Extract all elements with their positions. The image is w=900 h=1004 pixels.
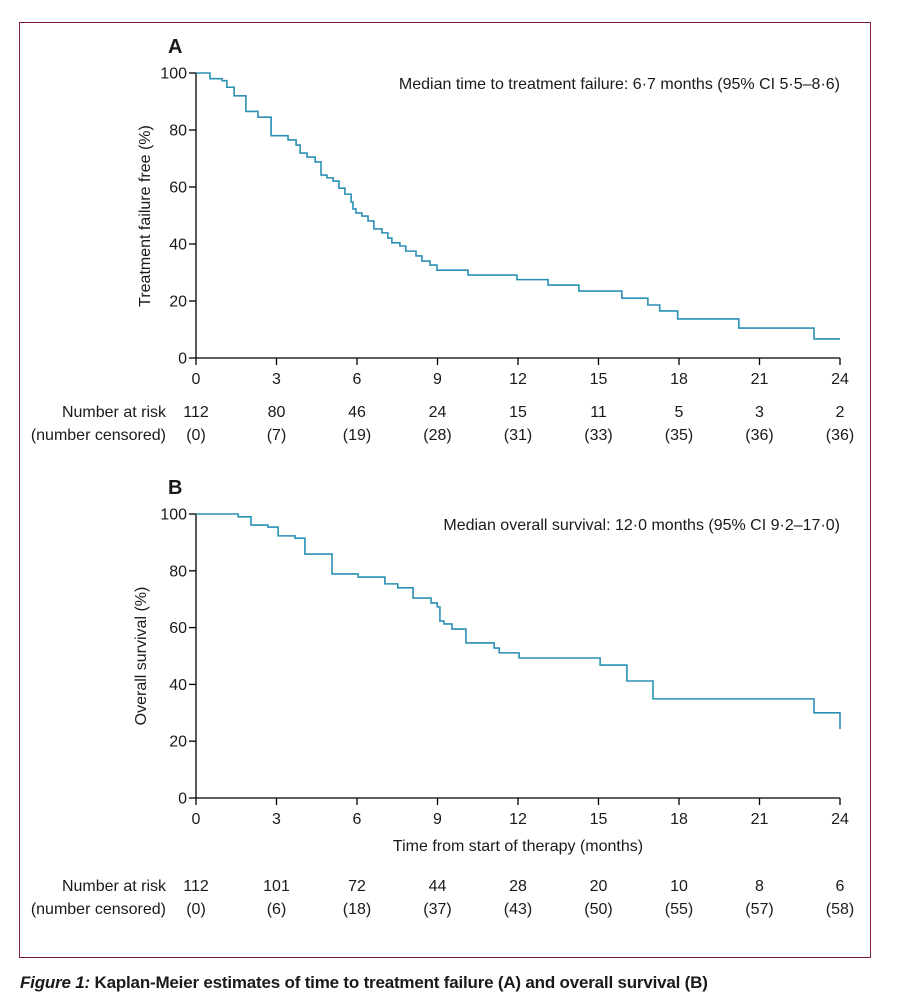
panel-b-x-tick-label: 0: [192, 811, 201, 828]
panel-b-censored-value: (18): [343, 901, 371, 918]
panel-a-treatment-failure: A Median time to treatment failure: 6·7 …: [31, 36, 854, 444]
panel-b-overall-survival: B Median overall survival: 12·0 months (…: [31, 477, 854, 918]
panel-a-at-risk-value: 5: [675, 404, 684, 421]
figure-caption: Figure 1: Kaplan-Meier estimates of time…: [20, 973, 708, 993]
panel-b-at-risk-value: 8: [755, 878, 764, 895]
panel-b-axes: 0 20 40 60 80 100 0 3 6 9 12 15 18 21 24: [160, 507, 849, 829]
panel-b-risk-table: Number at risk (number censored) 112 (0) 1…: [31, 878, 854, 918]
panel-b-censored-value: (50): [584, 901, 612, 918]
panel-b-y-tick-label: 100: [160, 507, 187, 524]
panel-b-at-risk-value: 72: [348, 878, 366, 895]
panel-a-y-tick-label: 0: [178, 351, 187, 368]
figure-number: Figure 1:: [20, 973, 90, 992]
panel-a-y-axis-title: Treatment failure free (%): [137, 125, 154, 307]
panel-b-at-risk-value: 6: [836, 878, 845, 895]
panel-b-km-curve: [196, 513, 841, 729]
panel-a-x-tick-label: 15: [590, 371, 608, 388]
panel-b-x-tick-label: 18: [670, 811, 688, 828]
panel-a-censored-value: (0): [186, 427, 206, 444]
panel-b-at-risk-value: 112: [183, 878, 209, 895]
panel-a-at-risk-value: 46: [348, 404, 366, 421]
panel-b-x-tick-label: 24: [831, 811, 849, 828]
panel-a-censored-value: (28): [423, 427, 451, 444]
panel-b-x-tick-label: 3: [272, 811, 281, 828]
panel-b-curve-group: [196, 513, 841, 729]
panel-a-label: A: [168, 36, 182, 58]
panel-a-number-at-risk-label: Number at risk: [62, 404, 167, 421]
panel-b-y-tick-label: 60: [169, 620, 187, 637]
panel-b-at-risk-value: 20: [590, 878, 608, 895]
panel-a-at-risk-value: 24: [429, 404, 447, 421]
panel-a-censored-value: (31): [504, 427, 532, 444]
panel-a-at-risk-value: 80: [268, 404, 286, 421]
panel-a-censored-value: (36): [826, 427, 854, 444]
panel-a-x-tick-label: 6: [353, 371, 362, 388]
panel-a-x-tick-label: 9: [433, 371, 442, 388]
panel-a-at-risk-value: 11: [590, 404, 607, 421]
panel-b-x-tick-label: 6: [353, 811, 362, 828]
figure-frame: [19, 22, 871, 958]
panel-b-x-tick-label: 12: [509, 811, 527, 828]
panel-b-y-tick-label: 0: [178, 791, 187, 808]
panel-a-censored-value: (35): [665, 427, 693, 444]
figure-caption-text: Kaplan-Meier estimates of time to treatm…: [90, 973, 708, 992]
panel-b-censored-value: (55): [665, 901, 693, 918]
panel-b-at-risk-value: 28: [509, 878, 527, 895]
panel-b-at-risk-value: 10: [670, 878, 688, 895]
panel-a-censored-value: (7): [267, 427, 287, 444]
panel-b-x-axis-title: Time from start of therapy (months): [393, 838, 643, 855]
panel-a-y-tick-label: 40: [169, 237, 187, 254]
panel-a-y-tick-label: 20: [169, 294, 187, 311]
panel-b-censored-value: (58): [826, 901, 854, 918]
panel-b-censored-value: (37): [423, 901, 451, 918]
panel-b-x-tick-label: 9: [433, 811, 442, 828]
panel-a-censored-value: (19): [343, 427, 371, 444]
panel-a-x-tick-label: 0: [192, 371, 201, 388]
panel-a-y-tick-label: 100: [160, 66, 187, 83]
panel-a-risk-table: Number at risk (number censored) 112(0)8…: [31, 404, 854, 444]
panel-a-at-risk-value: 15: [509, 404, 527, 421]
panel-a-x-tick-label: 12: [509, 371, 527, 388]
panel-b-x-tick-label: 15: [590, 811, 608, 828]
panel-a-at-risk-value: 3: [755, 404, 764, 421]
panel-b-x-tick-label: 21: [751, 811, 769, 828]
panel-a-censored-value: (36): [745, 427, 773, 444]
panel-b-number-censored-label: (number censored): [31, 901, 166, 918]
panel-a-x-tick-label: 18: [670, 371, 688, 388]
panel-b-number-at-risk-label: Number at risk: [62, 878, 167, 895]
panel-a-y-tick-label: 80: [169, 123, 187, 140]
panel-b-median-annotation: Median overall survival: 12·0 months (95…: [443, 517, 840, 534]
panel-a-y-tick-label: 60: [169, 180, 187, 197]
panel-b-y-tick-label: 80: [169, 563, 187, 580]
panel-a-median-annotation: Median time to treatment failure: 6·7 mo…: [399, 76, 840, 93]
panel-a-x-tick-label: 21: [751, 371, 769, 388]
panel-a-curve-group: [196, 72, 840, 340]
panel-b-censored-value: (0): [186, 901, 206, 918]
panel-a-censored-value: (33): [584, 427, 612, 444]
panel-a-at-risk-value: 112: [183, 404, 209, 421]
panel-b-y-axis-title: Overall survival (%): [133, 587, 150, 726]
panel-b-censored-value: (43): [504, 901, 532, 918]
panel-b-y-tick-label: 40: [169, 677, 187, 694]
panel-b-at-risk-value: 101: [263, 878, 290, 895]
panel-b-y-tick-label: 20: [169, 734, 187, 751]
panel-b-censored-value: (57): [745, 901, 773, 918]
panel-a-number-censored-label: (number censored): [31, 427, 166, 444]
panel-a-axes: 0 20 40 60 80 100 0 3 6 9 12 15 18 21 24: [160, 66, 849, 389]
panel-a-at-risk-value: 2: [836, 404, 845, 421]
panel-a-x-tick-label: 3: [272, 371, 281, 388]
panel-a-km-curve: [196, 72, 840, 340]
panel-a-x-tick-label: 24: [831, 371, 849, 388]
panel-b-at-risk-value: 44: [429, 878, 447, 895]
panel-b-censored-value: (6): [267, 901, 287, 918]
panel-b-label: B: [168, 477, 182, 499]
